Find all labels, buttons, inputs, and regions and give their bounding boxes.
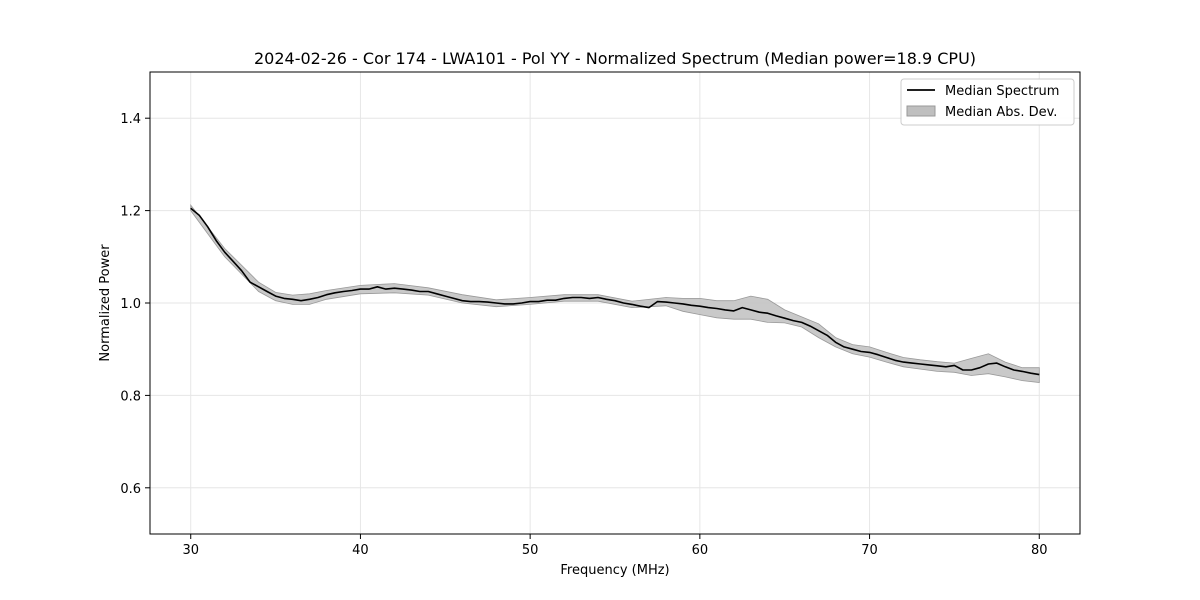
x-tick-label: 50	[522, 543, 539, 558]
x-tick-label: 40	[352, 543, 369, 558]
legend: Median Spectrum Median Abs. Dev.	[900, 78, 1075, 126]
legend-box	[900, 78, 1075, 126]
chart-title: 2024-02-26 - Cor 174 - LWA101 - Pol YY -…	[254, 49, 976, 68]
y-tick-label: 1.0	[120, 297, 141, 312]
x-tick-label: 60	[692, 543, 709, 558]
x-axis: 30 40 50 60 70 80	[182, 534, 1048, 558]
legend-band-swatch	[906, 105, 936, 117]
y-tick-label: 1.2	[120, 205, 141, 220]
y-axis-label: Normalized Power	[98, 244, 113, 362]
mad-band-layer	[190, 203, 1040, 383]
median-spectrum-line	[190, 207, 1040, 376]
y-tick-label: 0.8	[120, 389, 141, 404]
median-abs-dev-band	[190, 203, 1040, 383]
y-axis: 0.6 0.8 1.0 1.2 1.4	[120, 112, 150, 497]
x-axis-label: Frequency (MHz)	[560, 563, 669, 578]
y-tick-label: 0.6	[120, 482, 141, 497]
x-tick-label: 30	[182, 543, 199, 558]
y-tick-label: 1.4	[120, 112, 141, 127]
median-line-layer	[190, 207, 1040, 376]
x-tick-label: 80	[1031, 543, 1048, 558]
legend-label-median-abs-dev: Median Abs. Dev.	[945, 105, 1057, 120]
legend-label-median-spectrum: Median Spectrum	[945, 84, 1059, 99]
x-tick-label: 70	[861, 543, 878, 558]
